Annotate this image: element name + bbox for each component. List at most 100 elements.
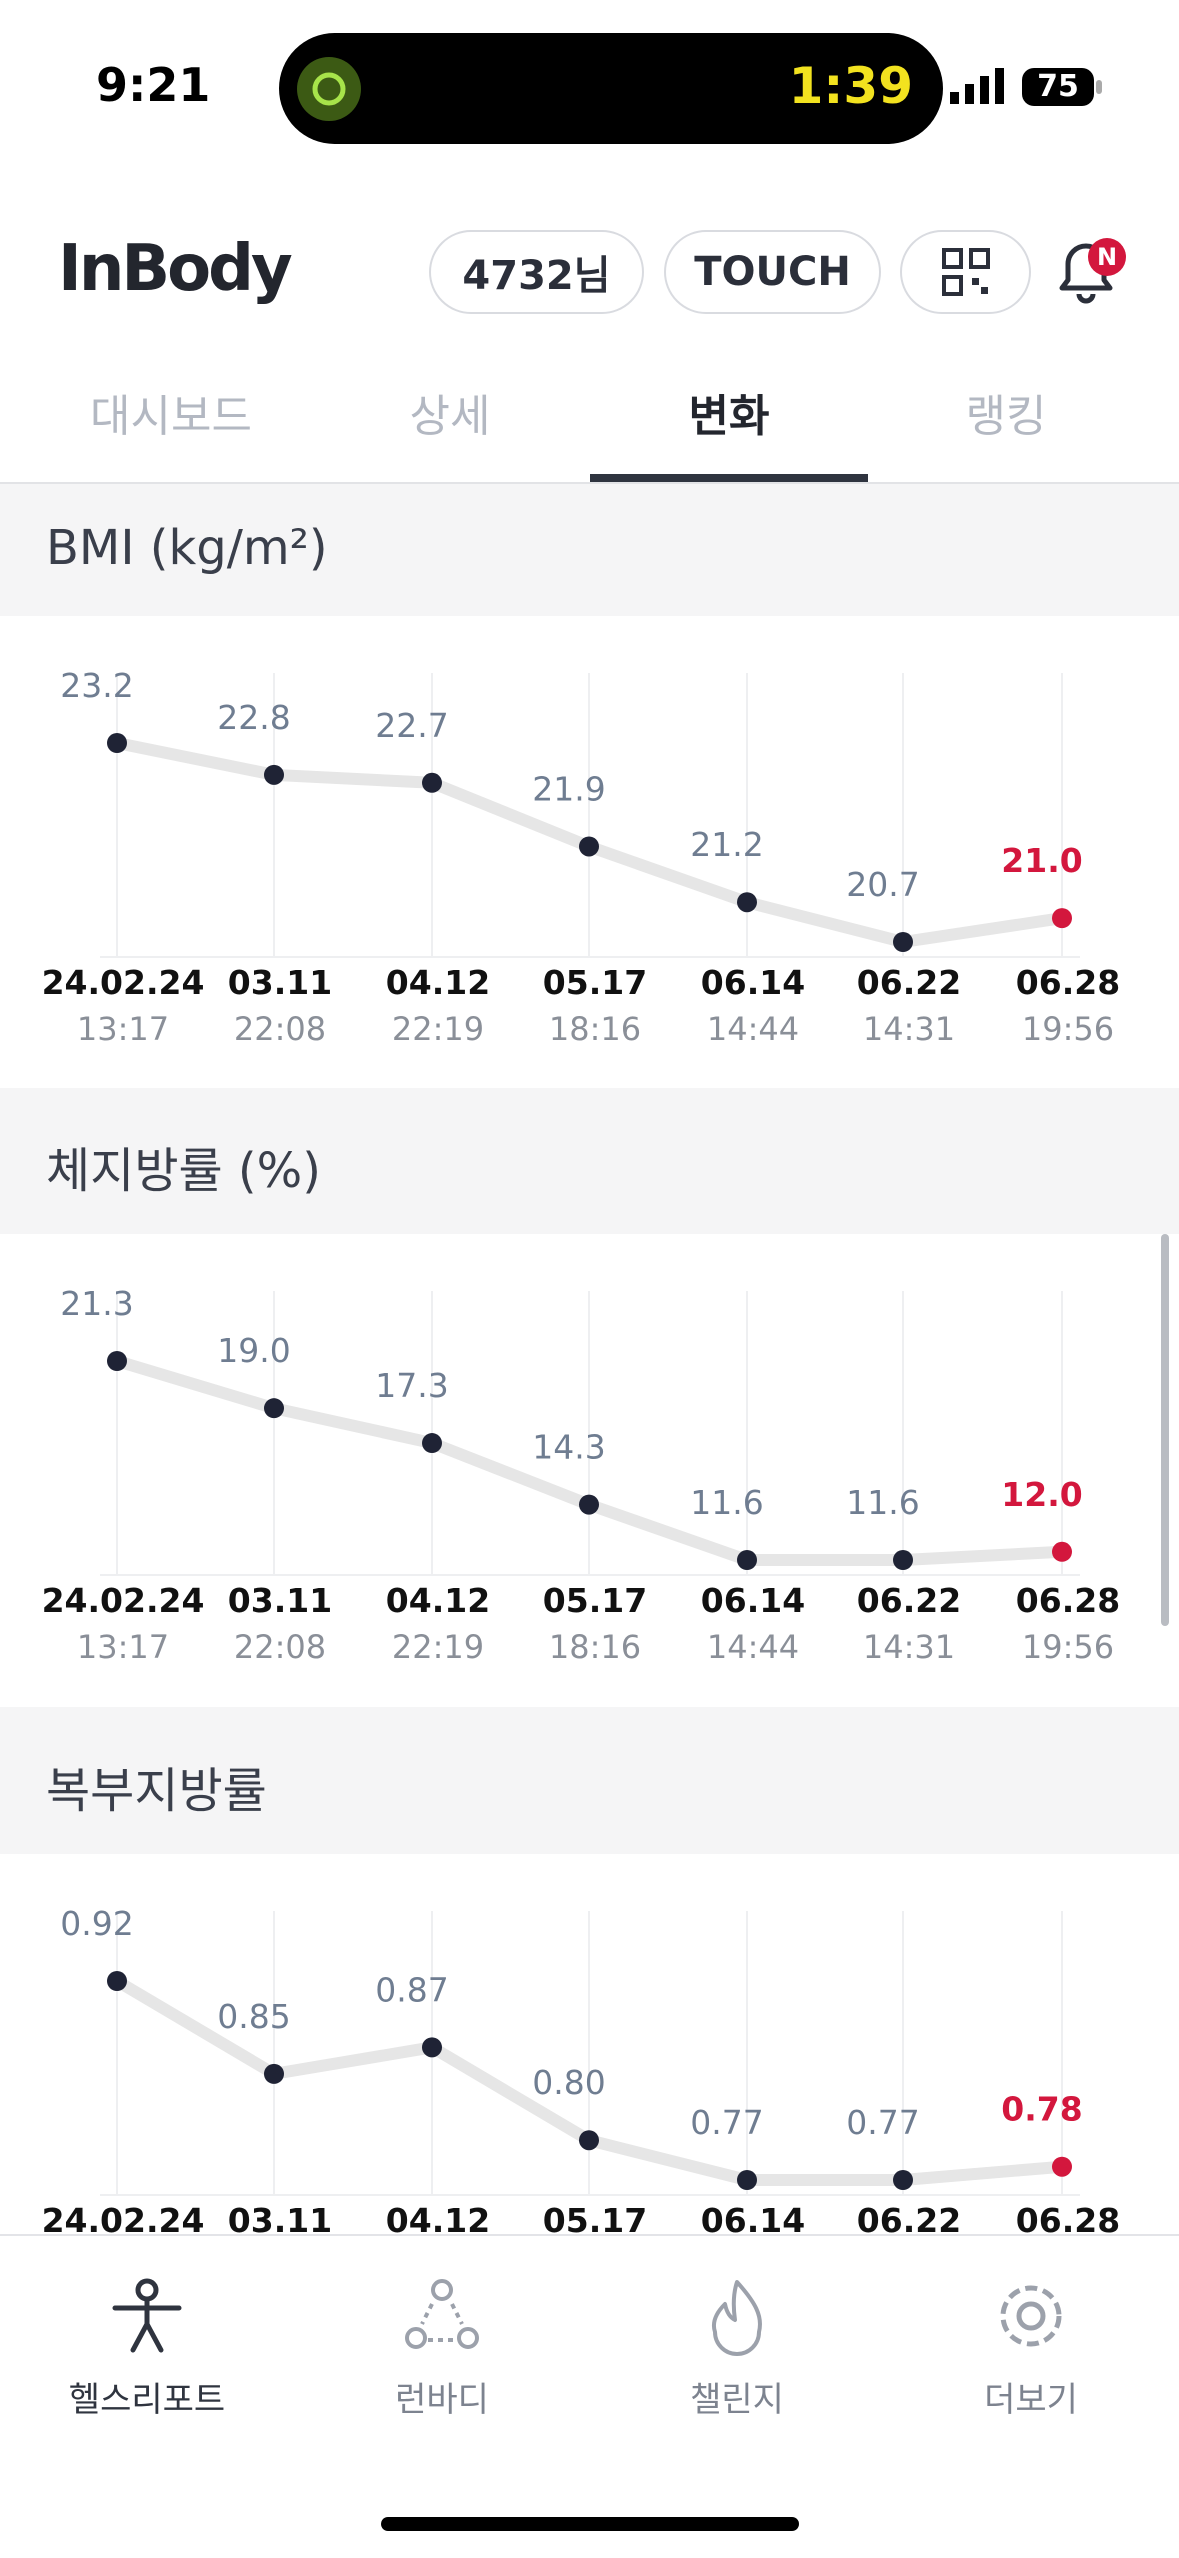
x-tick-label: 03.11 xyxy=(228,963,332,1002)
data-point xyxy=(737,1550,757,1570)
data-point xyxy=(893,2170,913,2190)
data-point xyxy=(422,1433,442,1454)
dynamic-island: 1:39 xyxy=(279,33,943,144)
tab[interactable]: 대시보드 xyxy=(90,391,252,442)
x-tick-label: 04.12 xyxy=(386,963,490,1002)
chart-card: 21.3 24.02.24 13:17 19.0 03.11 22:08 17.3 04.12… xyxy=(0,1234,1179,1706)
home-indicator xyxy=(381,2517,799,2531)
signal-icon xyxy=(950,68,1004,104)
x-tick-sublabel: 14:44 xyxy=(707,1010,799,1048)
value-label: 0.80 xyxy=(532,2063,605,2102)
section-title: BMI (kg/m²) xyxy=(46,520,328,576)
x-tick-label: 24.02.24 xyxy=(42,963,205,1002)
x-tick-sublabel: 22:08 xyxy=(234,1010,326,1048)
value-label: 17.3 xyxy=(375,1366,448,1405)
challenge-icon[interactable] xyxy=(697,2276,777,2356)
x-tick-sublabel: 19:56 xyxy=(1022,1010,1114,1048)
value-label: 0.92 xyxy=(60,1904,133,1943)
section-title: 복부지방률 xyxy=(46,1762,267,1819)
tab[interactable]: 랭킹 xyxy=(965,391,1047,442)
x-tick-sublabel: 22:19 xyxy=(392,1628,484,1666)
x-tick-label: 24.02.24 xyxy=(42,2201,205,2240)
x-tick-sublabel: 13:17 xyxy=(77,1628,169,1666)
battery-cap xyxy=(1096,80,1102,94)
activity-icon xyxy=(297,57,361,121)
data-point xyxy=(422,2037,442,2058)
data-point xyxy=(893,1550,913,1570)
qr-button[interactable] xyxy=(900,230,1031,314)
nav-label[interactable]: 챌린지 xyxy=(690,2380,784,2420)
x-tick-sublabel: 13:17 xyxy=(77,1010,169,1048)
x-tick-label: 06.22 xyxy=(857,2201,961,2240)
x-tick-sublabel: 18:16 xyxy=(549,1628,641,1666)
value-label: 22.8 xyxy=(217,698,290,737)
health-report-icon[interactable] xyxy=(107,2276,187,2356)
data-point xyxy=(737,892,757,913)
section-title: 체지방률 (%) xyxy=(46,1143,321,1199)
data-point xyxy=(107,1351,127,1371)
tab-indicator xyxy=(590,474,868,484)
value-label: 22.7 xyxy=(375,706,448,745)
tab-divider xyxy=(0,482,1179,484)
data-point xyxy=(737,2170,757,2190)
x-tick-label: 05.17 xyxy=(543,1581,647,1620)
value-label: 21.9 xyxy=(532,769,605,808)
x-tick-sublabel: 22:08 xyxy=(234,1628,326,1666)
value-label: 0.87 xyxy=(375,1970,448,2009)
value-label: 0.77 xyxy=(690,2103,763,2142)
scrollbar xyxy=(1161,1234,1169,1626)
x-tick-label: 06.28 xyxy=(1016,963,1120,1002)
bottom-nav: 헬스리포트 런바디 챌린지 더보기 xyxy=(0,2234,1179,2558)
value-label: 14.3 xyxy=(532,1428,605,1467)
logo: InBody xyxy=(58,232,293,306)
data-point xyxy=(893,932,913,952)
value-label: 11.6 xyxy=(690,1483,763,1522)
more-icon[interactable] xyxy=(991,2276,1071,2356)
nav-label[interactable]: 더보기 xyxy=(984,2380,1078,2420)
user-button[interactable]: 4732님 xyxy=(429,230,644,314)
data-point xyxy=(579,1494,599,1515)
data-point xyxy=(264,1398,284,1419)
x-tick-sublabel: 22:19 xyxy=(392,1010,484,1048)
x-tick-label: 04.12 xyxy=(386,1581,490,1620)
value-label: 0.78 xyxy=(1001,2090,1082,2129)
data-point xyxy=(422,772,442,793)
x-tick-sublabel: 14:44 xyxy=(707,1628,799,1666)
value-label: 12.0 xyxy=(1001,1475,1082,1514)
runbody-icon[interactable] xyxy=(402,2276,482,2356)
data-point xyxy=(1052,2156,1072,2177)
value-label: 23.2 xyxy=(60,666,133,705)
nav-label[interactable]: 헬스리포트 xyxy=(68,2380,226,2420)
x-tick-label: 05.17 xyxy=(543,963,647,1002)
section-header: 체지방률 (%) xyxy=(0,1088,1179,1234)
x-tick-label: 05.17 xyxy=(543,2201,647,2240)
data-point xyxy=(264,2063,284,2084)
chart: 21.3 24.02.24 13:17 19.0 03.11 22:08 17.3 04.12… xyxy=(42,1284,1121,1666)
x-tick-label: 06.22 xyxy=(857,963,961,1002)
x-tick-label: 06.14 xyxy=(701,963,805,1002)
data-point xyxy=(579,836,599,857)
x-tick-label: 04.12 xyxy=(386,2201,490,2240)
x-tick-label: 06.22 xyxy=(857,1581,961,1620)
qr-icon xyxy=(941,248,990,296)
x-tick-label: 24.02.24 xyxy=(42,1581,205,1620)
x-tick-sublabel: 18:16 xyxy=(549,1010,641,1048)
data-point xyxy=(1052,908,1072,929)
data-point xyxy=(107,1971,127,1991)
chart-card: 23.2 24.02.24 13:17 22.8 03.11 22:08 22.7 04.12… xyxy=(0,616,1179,1088)
x-tick-label: 03.11 xyxy=(228,2201,332,2240)
x-tick-sublabel: 19:56 xyxy=(1022,1628,1114,1666)
value-label: 0.85 xyxy=(217,1997,290,2036)
x-tick-label: 06.28 xyxy=(1016,1581,1120,1620)
tab[interactable]: 변화 xyxy=(688,391,770,442)
x-tick-label: 06.14 xyxy=(701,2201,805,2240)
data-point xyxy=(107,733,127,753)
value-label: 11.6 xyxy=(846,1483,919,1522)
value-label: 19.0 xyxy=(217,1331,290,1370)
value-label: 20.7 xyxy=(846,865,919,904)
nav-label[interactable]: 런바디 xyxy=(395,2380,489,2420)
tab[interactable]: 상세 xyxy=(409,391,491,442)
touch-button[interactable]: TOUCH xyxy=(664,230,881,314)
data-point xyxy=(579,2130,599,2151)
